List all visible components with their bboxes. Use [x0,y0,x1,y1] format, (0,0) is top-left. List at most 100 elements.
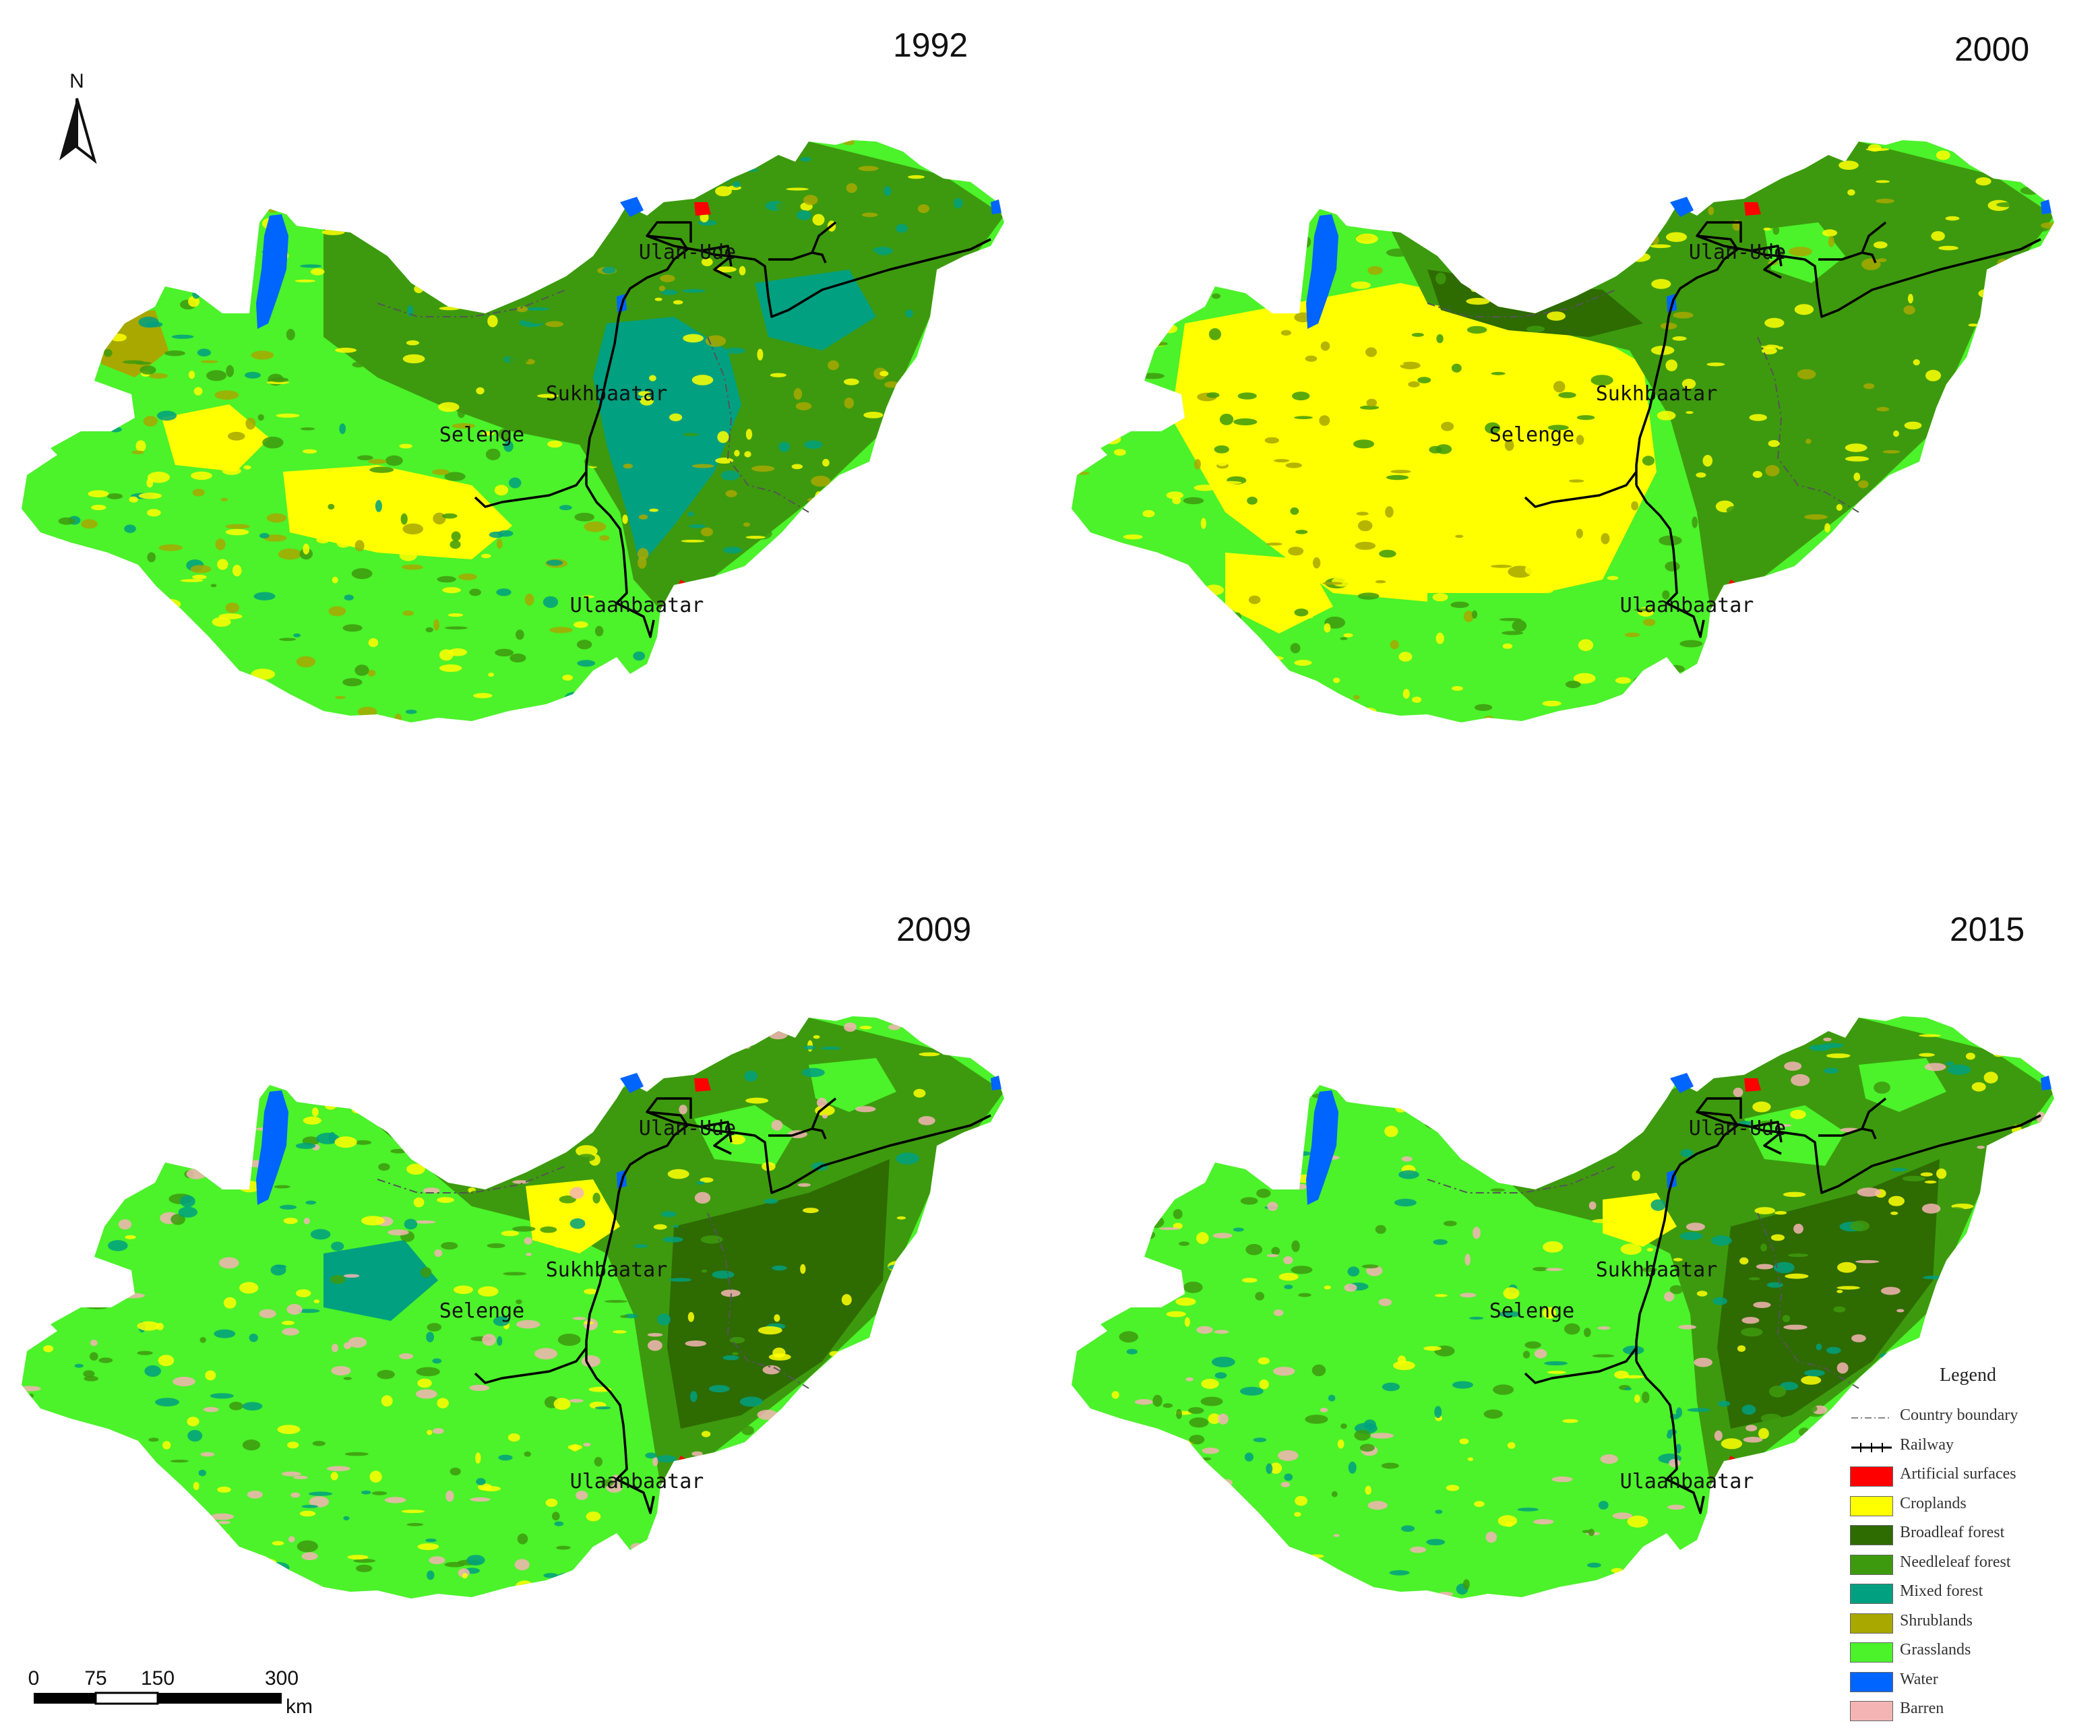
land-cover-patch [862,212,878,218]
land-cover-patch [1694,1357,1712,1367]
land-cover-patch [1483,1409,1503,1419]
land-cover-patch [1268,161,1287,171]
land-cover-patch [1343,633,1353,638]
land-cover-patch [22,515,29,521]
land-cover-patch [1597,1326,1611,1330]
land-cover-patch [772,1265,787,1271]
land-cover-patch [173,1376,195,1387]
land-cover-patch [1438,1592,1454,1596]
land-cover-patch [155,1150,171,1156]
land-cover-patch [1673,311,1694,319]
land-cover-patch [1090,222,1106,228]
map-panel-1992: 1992 Ulan-Ude Sukhbaatar Selenge Ulaanbaata… [0,0,1050,762]
land-cover-patch [988,1129,1003,1136]
land-cover-patch [448,648,468,656]
land-cover-patch [1565,1142,1588,1145]
land-cover-patch [1543,1241,1564,1253]
land-cover-patch [751,465,775,472]
land-cover-patch [303,154,319,166]
land-cover-patch [1711,1235,1732,1246]
land-cover-patch [1914,467,1936,480]
land-cover-patch [2027,547,2041,559]
land-cover-patch [1331,1491,1338,1497]
land-cover-patch [576,1145,598,1157]
land-cover-patch [218,1537,230,1545]
scale-tick-label: 75 [84,1667,106,1690]
land-cover-patch [858,166,879,171]
land-cover-patch [831,187,840,191]
land-cover-patch [277,1425,301,1434]
land-cover-patch [1589,170,1597,178]
land-cover-patch [815,491,823,503]
land-cover-patch [888,1024,901,1030]
land-cover-patch [515,1580,534,1593]
land-cover-patch [1208,208,1229,213]
land-cover-patch [138,1491,160,1499]
land-cover-patch [1340,637,1348,640]
land-cover-patch [2033,262,2044,274]
land-cover-patch [1931,614,1950,617]
land-cover-patch [399,443,412,449]
land-cover-patch [698,220,717,226]
land-cover-patch [913,1088,926,1098]
land-cover-patch [303,1217,310,1224]
land-cover-patch [675,1052,687,1063]
land-cover-patch [852,656,864,662]
land-cover-patch [638,514,648,520]
land-cover-patch [288,1536,295,1543]
land-cover-patch [1898,507,1915,520]
land-cover-patch [1261,1529,1267,1541]
land-cover-patch [1750,666,1768,674]
land-cover-patch [297,1540,318,1553]
land-cover-patch [444,472,466,481]
land-cover-patch [1214,1113,1233,1121]
land-cover-patch [1587,1562,1601,1568]
land-cover-patch [1739,1167,1750,1172]
land-cover-patch [301,1505,319,1508]
land-cover-patch [583,247,596,254]
land-cover-patch [1409,1036,1416,1043]
land-cover-patch [623,1579,640,1591]
land-cover-patch [1940,478,1948,483]
legend-swatch [1850,1495,1893,1516]
land-cover-patch [75,545,82,555]
land-cover-patch [543,596,559,609]
land-cover-patch [1983,478,1989,487]
land-cover-patch [765,1421,787,1430]
land-cover-patch [1533,1267,1548,1272]
land-cover-patch [2056,1119,2066,1122]
land-cover-patch [829,1351,840,1357]
land-cover-patch [1343,579,1357,583]
country-boundary [1427,289,1859,513]
land-cover-patch [1491,371,1506,375]
land-cover-patch [816,1098,828,1108]
land-cover-patch [1254,209,1278,213]
land-cover-patch [1790,1109,1806,1119]
land-cover-patch [1166,1078,1186,1088]
lake-water [620,197,644,217]
land-cover-patch [37,1181,56,1187]
land-cover-patch [1459,1438,1469,1445]
land-cover-patch [192,290,201,299]
land-cover-patch [1084,256,1103,267]
city-label-sukhbaatar: Sukhbaatar [1596,1258,1718,1282]
land-cover-patch [925,1518,933,1525]
land-cover-patch [429,1556,445,1565]
legend-item: Needleleaf forest [1843,1552,2093,1576]
year-label: 1992 [893,26,968,64]
land-cover-patch [1133,1229,1156,1241]
land-cover-patch [109,427,122,433]
land-cover-patch [37,664,58,674]
land-cover-patch [543,1573,559,1578]
land-cover-patch [1689,1100,1698,1109]
land-cover-patch [554,1521,564,1526]
land-cover-patch [270,377,289,383]
land-cover-patch [911,501,926,509]
land-cover-patch [57,697,72,702]
land-cover-patch [834,369,840,375]
land-cover-patch [1331,384,1353,388]
land-cover-patch [691,1451,703,1456]
year-label: 2015 [1950,910,2025,948]
land-cover-patch [732,181,741,188]
land-cover-patch [1692,516,1698,528]
